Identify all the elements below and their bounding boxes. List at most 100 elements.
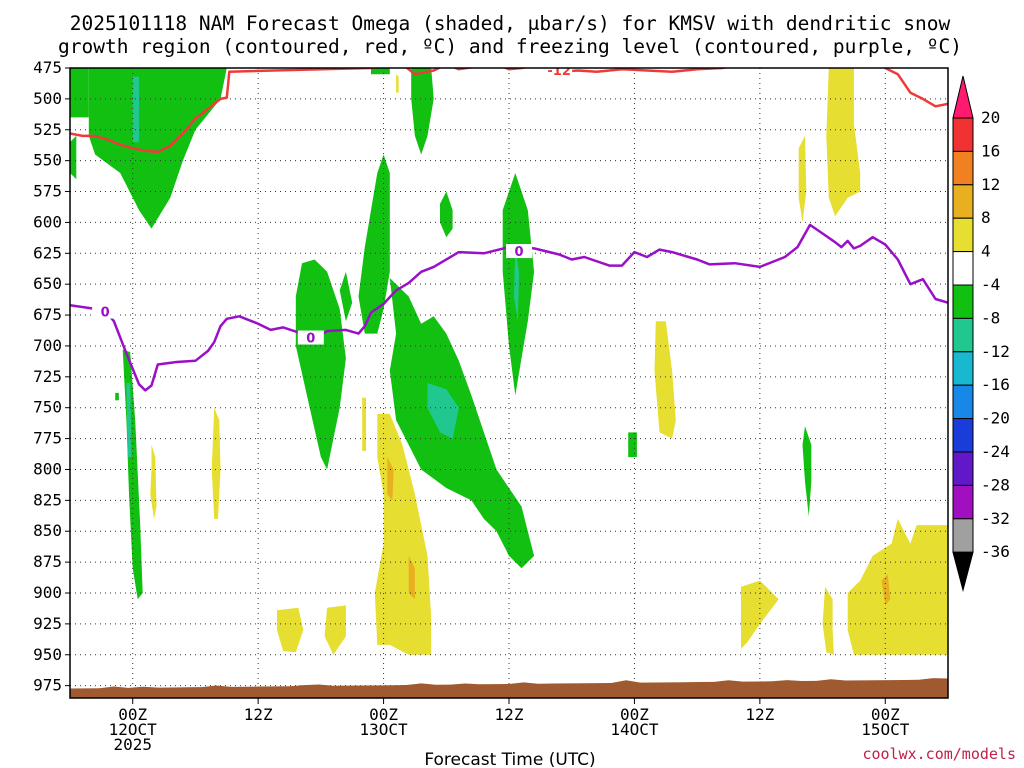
y-tick-label: 500: [33, 89, 62, 108]
colorbar-segment: [952, 184, 974, 219]
omega-downward-region: [396, 74, 399, 93]
omega-downward-region: [654, 321, 676, 439]
omega-downward-region: [798, 135, 807, 223]
x-tick-label: 12Z: [745, 705, 774, 724]
y-tick-label: 600: [33, 212, 62, 231]
y-tick-label: 525: [33, 120, 62, 139]
freezing-contour-label-bg: [506, 244, 533, 259]
colorbar-tick-label: -4: [981, 275, 1000, 294]
omega-upward-region: [417, 345, 422, 371]
y-tick-label: 925: [33, 614, 62, 633]
omega-downward-region: [277, 607, 304, 653]
x-tick-label: 12Z: [244, 705, 273, 724]
colorbar-tick-label: -24: [981, 442, 1010, 461]
colorbar-segment: [952, 317, 974, 353]
omega-upward-region: [115, 392, 119, 401]
colorbar-tick-label: -12: [981, 342, 1010, 361]
colorbar-tick-label: -8: [981, 308, 1000, 327]
colorbar-top-arrow: [952, 75, 974, 119]
omega-upward-region: [371, 68, 390, 75]
colorbar-segment: [952, 251, 974, 286]
ground-surface: [70, 678, 948, 698]
colorbar-tick-label: -16: [981, 375, 1010, 394]
freezing-contour-label: 0: [101, 306, 110, 321]
freezing-contour-label: 0: [306, 332, 315, 347]
freezing-contour-label: 0: [515, 245, 524, 260]
y-tick-label: 825: [33, 490, 62, 509]
colorbar-tick-label: 12: [981, 175, 1000, 194]
colorbar-tick-label: 4: [981, 242, 991, 261]
omega-upward-region: [440, 191, 453, 238]
omega-upward-region: [132, 76, 139, 143]
x-tick-label: 00Z: [369, 705, 398, 724]
omega-downward-region: [324, 605, 346, 655]
chart-title-line1: 2025101118 NAM Forecast Omega (shaded, μ…: [70, 12, 951, 35]
omega-downward-region: [741, 580, 779, 649]
dgz-contour-label: -12: [547, 64, 571, 79]
omega-downward-region: [826, 68, 861, 217]
y-tick-label: 950: [33, 645, 62, 664]
omega-upward-region: [88, 68, 227, 229]
colorbar-segment: [952, 117, 974, 152]
freezing-level-line: [70, 223, 948, 392]
omega-upward-region: [295, 259, 346, 470]
omega-upward-region: [427, 383, 459, 439]
colorbar-tick-label: -28: [981, 475, 1010, 494]
x-tick-label: 12OCT: [109, 720, 158, 739]
omega-upward-region: [628, 432, 637, 458]
y-tick-label: 575: [33, 182, 62, 201]
credit-text: coolwx.com/models: [862, 745, 1016, 763]
omega-downward-region: [362, 397, 366, 451]
y-tick-label: 750: [33, 398, 62, 417]
y-tick-label: 975: [33, 676, 62, 695]
omega-downward-region: [150, 444, 157, 519]
omega-downward-region: [881, 574, 891, 606]
y-tick-label: 475: [33, 58, 62, 77]
x-tick-label: 2025: [113, 735, 152, 754]
colorbar-tick-label: 16: [981, 141, 1000, 160]
colorbar-segment: [952, 150, 974, 186]
grid-lines: [70, 68, 948, 698]
omega-upward-region: [389, 278, 535, 569]
x-tick-label: 13OCT: [359, 720, 408, 739]
colorbar-segment: [952, 484, 974, 520]
freezing-contour-label-bg: [297, 330, 324, 345]
y-tick-label: 775: [33, 429, 62, 448]
x-tick-label: 15OCT: [861, 720, 910, 739]
colorbar-segment: [952, 451, 974, 486]
x-tick-label: 14OCT: [610, 720, 659, 739]
chart-title-line2: growth region (contoured, red, ºC) and f…: [58, 35, 962, 58]
colorbar-tick-label: 8: [981, 208, 991, 227]
y-tick-label: 650: [33, 274, 62, 293]
colorbar-segment: [952, 284, 974, 319]
dgz-contour-label-bg: [546, 68, 573, 78]
x-tick-label: 00Z: [118, 705, 147, 724]
y-tick-label: 900: [33, 583, 62, 602]
colorbar-tick-label: 20: [981, 108, 1000, 127]
colorbar-segment: [952, 351, 974, 386]
omega-downward-region: [387, 457, 394, 501]
colorbar-tick-label: -32: [981, 509, 1010, 528]
y-tick-label: 850: [33, 521, 62, 540]
y-tick-label: 625: [33, 243, 62, 262]
x-axis-label: Forecast Time (UTC): [424, 750, 595, 768]
omega-upward-region: [70, 68, 89, 118]
omega-downward-region: [847, 518, 948, 655]
colorbar-segment: [952, 418, 974, 453]
y-tick-label: 700: [33, 336, 62, 355]
colorbar: 20 16 12 8 4 -4 -8 -12 -16 -20 -24 -28 -32 -36: [952, 75, 1010, 593]
omega-downward-region: [822, 586, 834, 655]
y-tick-label: 800: [33, 459, 62, 478]
y-tick-label: 675: [33, 305, 62, 324]
colorbar-bottom-arrow: [952, 551, 974, 593]
colorbar-tick-label: -36: [981, 542, 1010, 561]
colorbar-segment: [952, 518, 974, 553]
dgz-contour-line: [70, 68, 948, 154]
omega-downward-region: [211, 407, 221, 519]
y-tick-label: 550: [33, 151, 62, 170]
omega-upward-region: [411, 68, 434, 155]
x-tick-label: 00Z: [620, 705, 649, 724]
y-tick-label: 725: [33, 367, 62, 386]
omega-downward-region: [408, 555, 415, 600]
